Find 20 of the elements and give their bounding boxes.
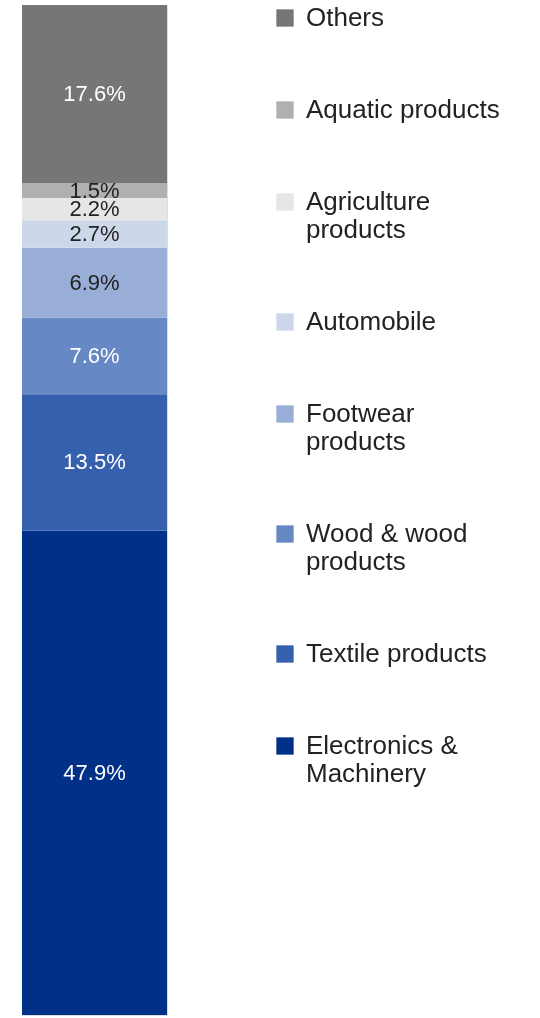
bar: [22, 5, 167, 183]
legend-label: Aquatic products: [306, 94, 500, 124]
legend-label: Footwear products: [306, 398, 415, 456]
bar: [22, 317, 167, 395]
bar: [22, 247, 167, 318]
data-label: 6.9%: [69, 269, 120, 295]
legend-label: Textile products: [306, 638, 487, 668]
data-label: 17.6%: [63, 80, 126, 106]
data-label: 2.7%: [69, 220, 120, 246]
data-label: 7.6%: [69, 342, 120, 368]
legend-label: Others: [306, 2, 385, 32]
bar: [22, 220, 167, 248]
bar: [22, 530, 167, 1015]
legend-label: Wood & wood products: [306, 518, 468, 576]
data-label: 13.5%: [63, 449, 126, 475]
legend-label: Agriculture products: [306, 186, 431, 244]
legend-label: Automobile: [306, 306, 437, 336]
data-label: 47.9%: [63, 759, 126, 785]
bar: [22, 394, 167, 531]
legend-label: Electronics & Machinery: [306, 730, 458, 788]
